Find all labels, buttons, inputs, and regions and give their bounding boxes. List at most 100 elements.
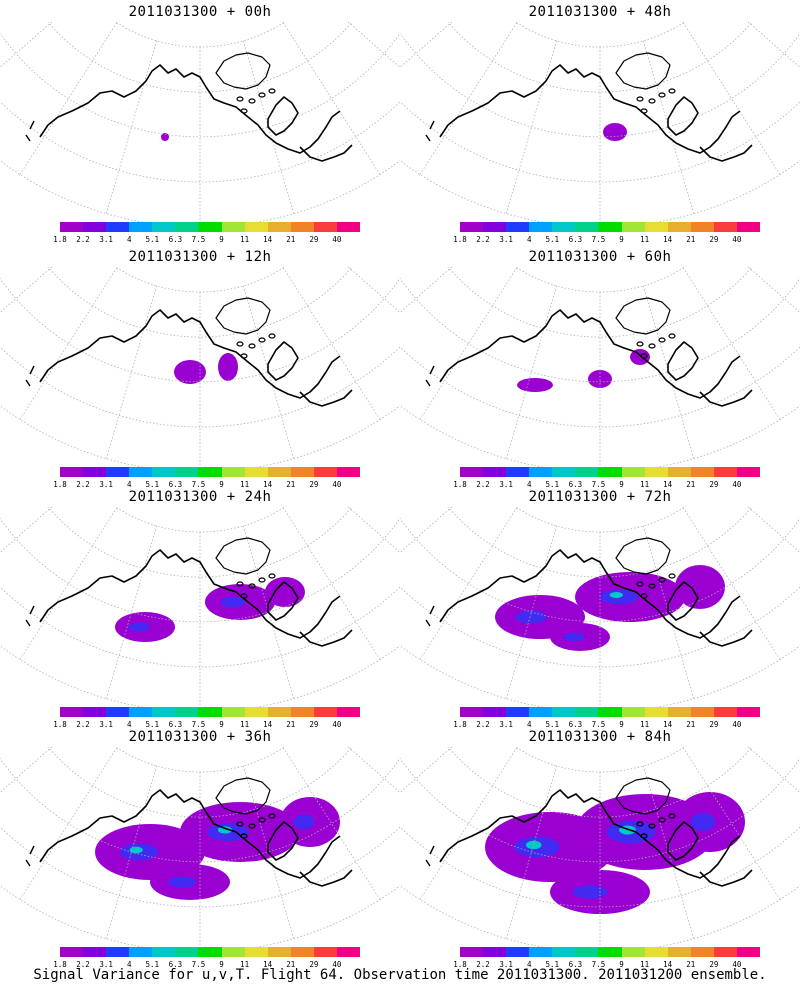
colorbar-tick-label: 29: [309, 235, 319, 244]
colorbar-swatch: [529, 707, 553, 717]
colorbar-swatch: [506, 947, 530, 957]
colorbar-swatch: [313, 467, 337, 477]
variance-region: [675, 565, 725, 609]
colorbar-swatch: [598, 222, 622, 232]
panel-title: 2011031300 + 48h: [528, 4, 672, 20]
colorbar-tick-label: 4: [526, 720, 532, 729]
colorbar-tick-label: 11: [240, 960, 250, 969]
colorbar-swatch: [713, 222, 737, 232]
colorbar-tick-label: 6.3: [168, 720, 183, 729]
polar-map: [0, 22, 400, 228]
colorbar-tick-label: 1.8: [53, 235, 67, 244]
colorbar-tick-label: 6.3: [168, 235, 183, 244]
colorbar-tick-label: 5.1: [545, 960, 560, 969]
colorbar-tick-label: 5.1: [145, 480, 160, 489]
meridian-line: [340, 747, 400, 759]
colorbar-tick-label: 5.1: [145, 960, 160, 969]
meridian-line: [347, 267, 400, 313]
colorbar-swatch: [290, 467, 314, 477]
colorbar-swatch: [152, 707, 176, 717]
latitude-line: [47, 22, 353, 93]
colorbar-swatch: [529, 947, 553, 957]
colorbar-swatch: [129, 947, 153, 957]
colorbar-tick-label: 9: [219, 960, 224, 969]
colorbar-swatch: [290, 707, 314, 717]
colorbar: [460, 707, 761, 717]
latitude-line: [447, 747, 753, 818]
colorbar-tick-label: 2.2: [76, 235, 90, 244]
colorbar-tick-label: 40: [732, 480, 742, 489]
variance-core: [220, 596, 246, 608]
colorbar-swatch: [175, 467, 199, 477]
colorbar-swatch: [644, 222, 668, 232]
variance-core: [168, 876, 196, 888]
colorbar-swatch: [336, 222, 361, 232]
colorbar-tick-label: 7.5: [591, 960, 606, 969]
colorbar-swatch: [575, 467, 599, 477]
meridian-line: [0, 747, 60, 759]
colorbar-swatch: [198, 467, 222, 477]
colorbar-swatch: [506, 467, 530, 477]
colorbar-swatch: [60, 947, 84, 957]
colorbar: [460, 467, 761, 477]
colorbar-tick-label: 14: [263, 720, 273, 729]
colorbar-swatch: [313, 707, 337, 717]
meridian-line: [740, 507, 800, 519]
colorbar-tick-label: 2.2: [76, 960, 90, 969]
colorbar-tick-label: 7.5: [591, 235, 606, 244]
colorbar-swatch: [221, 222, 245, 232]
variance-region: [603, 123, 627, 141]
latitude-line: [514, 267, 686, 293]
colorbar-swatch: [667, 947, 691, 957]
meridian-line: [400, 267, 453, 313]
latitude-line: [0, 101, 400, 183]
colorbar-swatch: [244, 707, 268, 717]
colorbar-swatch: [621, 467, 645, 477]
colorbar-tick-label: 21: [286, 960, 296, 969]
colorbar-tick-label: 14: [263, 960, 273, 969]
colorbar-swatch: [483, 222, 507, 232]
colorbar-tick-label: 14: [663, 960, 673, 969]
colorbar-tick-label: 2.2: [76, 720, 90, 729]
colorbar-tick-label: 29: [709, 480, 719, 489]
colorbar-tick-label: 11: [640, 960, 650, 969]
colorbar-swatch: [83, 467, 107, 477]
colorbar-tick-label: 21: [686, 235, 696, 244]
colorbar-tick-label: 7.5: [191, 720, 206, 729]
colorbar-tick-label: 11: [640, 235, 650, 244]
colorbar-tick-label: 6.3: [568, 480, 583, 489]
latitude-line: [0, 517, 400, 623]
colorbar-tick-label: 4: [526, 480, 532, 489]
colorbar-swatch: [736, 707, 761, 717]
meridian-line: [347, 22, 400, 68]
variance-region: [588, 370, 612, 388]
meridian-line: [340, 267, 400, 279]
panel-title: 2011031300 + 36h: [128, 729, 272, 745]
colorbar-swatch: [198, 707, 222, 717]
colorbar-swatch: [575, 707, 599, 717]
colorbar-tick-label: 9: [219, 480, 224, 489]
colorbar-tick-label: 6.3: [168, 480, 183, 489]
colorbar-swatch: [598, 947, 622, 957]
colorbar-swatch: [336, 947, 361, 957]
meridian-line: [740, 747, 800, 759]
colorbar-swatch: [60, 222, 84, 232]
latitude-line: [400, 517, 800, 623]
colorbar-tick-label: 1.8: [53, 720, 67, 729]
latitude-line: [114, 747, 286, 773]
colorbar-tick-label: 14: [663, 480, 673, 489]
colorbar-tick-label: 7.5: [191, 235, 206, 244]
colorbar-swatch: [736, 467, 761, 477]
colorbar-swatch: [83, 947, 107, 957]
colorbar-swatch: [460, 947, 484, 957]
colorbar-tick-label: 3.1: [499, 480, 513, 489]
colorbar-tick-label: 11: [640, 720, 650, 729]
meridian-line: [340, 22, 400, 34]
panel-title: 2011031300 + 72h: [528, 489, 672, 505]
colorbar-swatch: [198, 947, 222, 957]
colorbar-tick-label: 3.1: [99, 235, 113, 244]
colorbar-tick-label: 7.5: [591, 480, 606, 489]
polar-map: [400, 22, 800, 228]
colorbar: [60, 707, 361, 717]
colorbar: [60, 947, 361, 957]
